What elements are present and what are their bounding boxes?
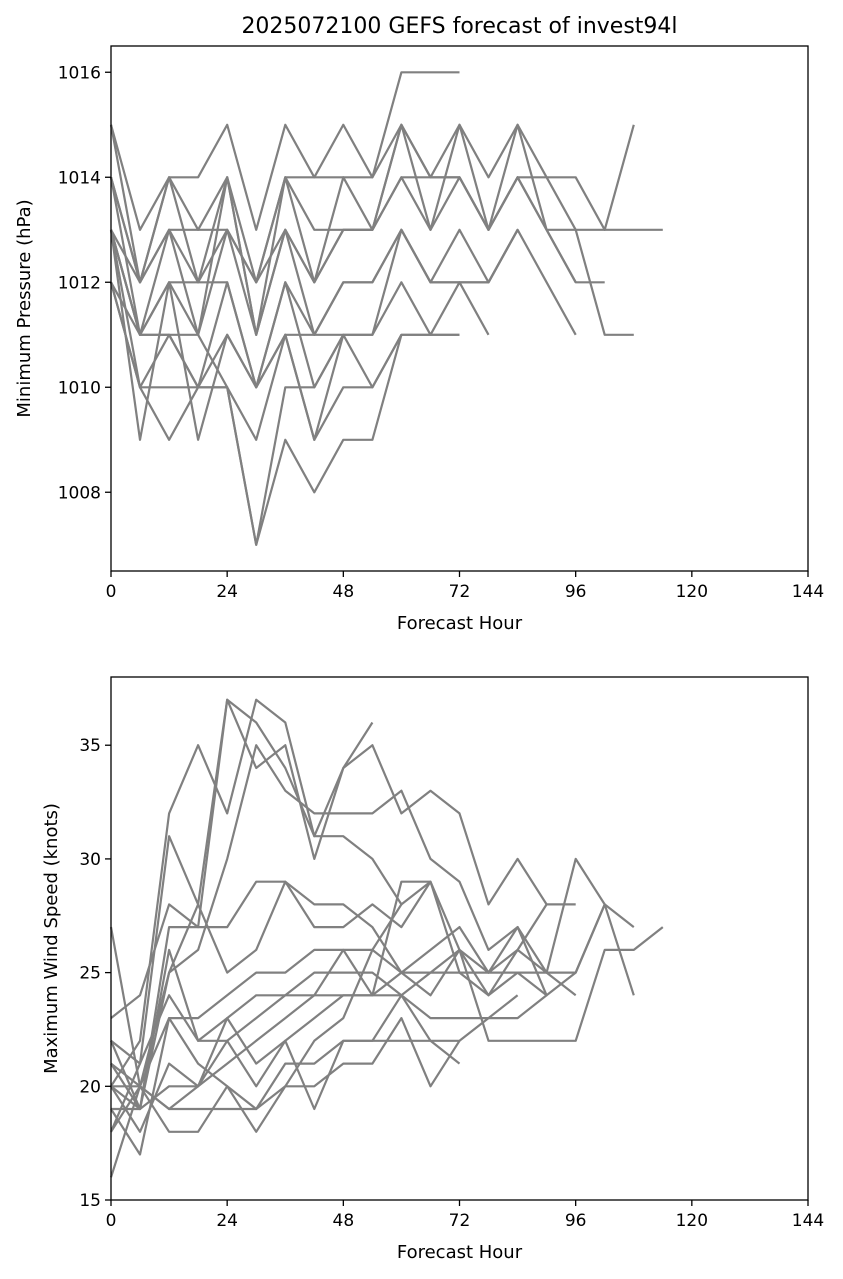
wind-plot-frame — [110, 676, 809, 1201]
wind-series-line — [111, 994, 548, 1111]
pressure-series-line — [109, 282, 460, 546]
wind-series-line — [110, 971, 548, 1065]
pressure-x-tick-label: 96 — [565, 582, 587, 602]
pressure-y-axis-label: Minimum Pressure (hPa) — [14, 199, 35, 417]
pressure-y-tick-label: 1016 — [58, 63, 101, 83]
wind-x-axis-label: Forecast Hour — [397, 1242, 523, 1263]
pressure-series-line — [109, 123, 577, 336]
pressure-x-tick-label: 72 — [449, 582, 471, 602]
pressure-x-tick-label: 144 — [792, 582, 824, 602]
wind-x-tick-label: 120 — [676, 1211, 708, 1231]
pressure-y-tick-label: 1010 — [58, 378, 101, 398]
wind-series-line — [110, 698, 432, 1019]
pressure-y-tick-label: 1014 — [58, 168, 101, 188]
pressure-series-line — [109, 71, 460, 231]
pressure-series-line — [109, 176, 634, 336]
pressure-y-tick-label: 1008 — [58, 483, 101, 503]
pressure-series-line — [109, 123, 635, 284]
pressure-series-line — [109, 228, 519, 389]
wind-y-tick-label: 30 — [79, 850, 101, 870]
chart-title: 2025072100 GEFS forecast of invest94l — [241, 14, 677, 39]
wind-x-tick-label: 24 — [216, 1211, 238, 1231]
wind-series-line — [110, 994, 519, 1111]
pressure-series-line — [109, 229, 345, 546]
pressure-x-tick-label: 120 — [676, 582, 708, 602]
wind-series-group — [109, 698, 664, 1178]
pressure-series-line — [109, 228, 519, 389]
wind-y-axis-label: Maximum Wind Speed (knots) — [41, 803, 62, 1074]
wind-y-tick-label: 25 — [79, 964, 101, 984]
pressure-series-line — [109, 229, 403, 441]
wind-y-tick-label: 35 — [79, 736, 101, 756]
wind-x-tick-label: 48 — [333, 1211, 355, 1231]
pressure-x-axis-label: Forecast Hour — [397, 613, 523, 634]
pressure-x-tick-label: 48 — [333, 582, 355, 602]
wind-ticks: 0 24 48 72 96 120 144 15 20 25 30 35 — [79, 736, 824, 1231]
wind-series-line — [111, 880, 548, 1088]
wind-series-line — [110, 698, 374, 1087]
wind-series-line — [110, 926, 664, 1156]
wind-y-tick-label: 15 — [79, 1191, 101, 1211]
pressure-plot-frame — [110, 45, 809, 572]
pressure-x-tick-label: 24 — [216, 582, 238, 602]
pressure-ticks: 0 24 48 72 96 120 144 1008 1010 1012 1014 1016 — [58, 63, 824, 602]
wind-x-tick-label: 72 — [449, 1211, 471, 1231]
pressure-series-line — [110, 281, 490, 389]
wind-series-line — [110, 880, 577, 1133]
wind-y-tick-label: 20 — [79, 1077, 101, 1097]
pressure-series-group — [109, 71, 663, 546]
wind-x-tick-label: 96 — [565, 1211, 587, 1231]
pressure-y-tick-label: 1012 — [58, 273, 101, 293]
pressure-panel: 2025072100 GEFS forecast of invest94l 0 2… — [14, 14, 824, 634]
wind-series-line — [109, 903, 403, 1133]
wind-series-line — [109, 698, 576, 1133]
wind-series-line — [109, 994, 461, 1178]
wind-x-tick-label: 0 — [106, 1211, 117, 1231]
pressure-x-tick-label: 0 — [106, 582, 117, 602]
wind-x-tick-label: 144 — [792, 1211, 824, 1231]
